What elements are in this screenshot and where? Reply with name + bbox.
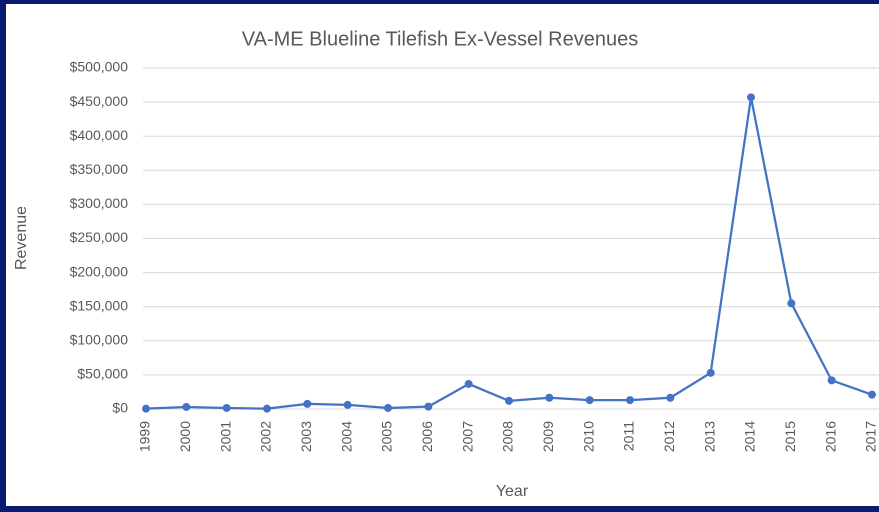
data-point	[303, 399, 312, 408]
x-tick-label: 2010	[580, 421, 596, 452]
chart-background	[6, 4, 879, 506]
y-tick-label: $0	[112, 400, 128, 416]
data-point	[787, 299, 796, 308]
data-point	[747, 93, 755, 102]
y-tick-label: $400,000	[70, 127, 129, 143]
data-point	[868, 390, 876, 399]
x-tick-label: 2001	[217, 421, 233, 452]
data-point	[182, 402, 191, 411]
x-tick-label: 2000	[177, 421, 193, 452]
y-tick-label: $150,000	[70, 297, 129, 313]
x-axis-title: Year	[496, 483, 529, 500]
data-point	[384, 403, 392, 412]
x-tick-label: 2002	[258, 421, 274, 452]
x-tick-label: 1999	[137, 421, 153, 452]
x-tick-label: 2005	[379, 421, 395, 452]
y-tick-label: $50,000	[77, 366, 128, 382]
data-point	[142, 404, 150, 413]
data-point	[263, 404, 271, 413]
x-tick-label: 2013	[701, 421, 717, 452]
x-tick-label: 2011	[621, 421, 637, 451]
y-axis-title: Revenue	[13, 206, 30, 270]
y-tick-label: $350,000	[70, 161, 129, 177]
data-point	[706, 368, 715, 377]
data-point	[666, 393, 675, 402]
data-point	[343, 400, 352, 409]
y-tick-label: $500,000	[70, 59, 129, 75]
data-point	[545, 393, 554, 402]
y-tick-label: $250,000	[70, 229, 129, 245]
x-tick-label: 2006	[419, 421, 435, 452]
x-tick-label: 2004	[338, 421, 354, 452]
y-tick-label: $450,000	[70, 93, 129, 109]
x-tick-label: 2017	[863, 421, 879, 452]
x-tick-label: 2008	[500, 421, 516, 452]
y-tick-label: $200,000	[70, 263, 129, 279]
y-tick-label: $300,000	[70, 195, 129, 211]
x-tick-label: 2015	[782, 421, 798, 452]
x-tick-label: 2007	[459, 421, 475, 452]
data-point	[827, 376, 836, 385]
data-point	[505, 396, 513, 405]
x-tick-label: 2009	[540, 421, 556, 452]
data-point	[464, 379, 473, 388]
data-point	[222, 403, 231, 412]
y-tick-label: $100,000	[70, 332, 129, 348]
data-point	[585, 396, 594, 405]
data-point	[424, 402, 433, 411]
data-point	[626, 396, 634, 405]
x-tick-label: 2016	[822, 421, 838, 452]
chart-title: VA-ME Blueline Tilefish Ex-Vessel Revenu…	[242, 28, 638, 50]
x-tick-label: 2003	[298, 421, 314, 452]
x-tick-label: 2012	[661, 421, 677, 452]
x-tick-label: 2014	[742, 421, 758, 452]
